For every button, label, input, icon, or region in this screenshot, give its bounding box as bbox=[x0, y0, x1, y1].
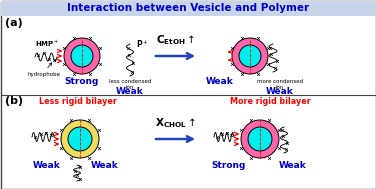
Circle shape bbox=[241, 120, 279, 158]
Text: HMP$^+$: HMP$^+$ bbox=[35, 39, 60, 49]
FancyBboxPatch shape bbox=[0, 1, 376, 16]
Circle shape bbox=[68, 127, 92, 151]
Text: Weak: Weak bbox=[279, 160, 307, 170]
Text: Less rigid bilayer: Less rigid bilayer bbox=[39, 97, 117, 106]
Text: $\mathbf{C_{EtOH}}$$\uparrow$: $\mathbf{C_{EtOH}}$$\uparrow$ bbox=[156, 33, 195, 47]
Text: More rigid bilayer: More rigid bilayer bbox=[230, 97, 310, 106]
Text: (b): (b) bbox=[5, 96, 23, 106]
Circle shape bbox=[239, 45, 261, 67]
Circle shape bbox=[71, 45, 93, 67]
Circle shape bbox=[64, 38, 100, 74]
Text: P$^+$: P$^+$ bbox=[136, 38, 149, 50]
Text: Weak: Weak bbox=[206, 77, 234, 85]
Text: hydrophobe: hydrophobe bbox=[27, 72, 61, 77]
Text: Weak: Weak bbox=[266, 87, 294, 95]
Text: $\mathbf{X_{CHOL}}$$\uparrow$: $\mathbf{X_{CHOL}}$$\uparrow$ bbox=[155, 116, 196, 130]
Text: less condensed
ion: less condensed ion bbox=[109, 79, 151, 90]
Text: Strong: Strong bbox=[212, 160, 246, 170]
Circle shape bbox=[248, 127, 272, 151]
Text: Weak: Weak bbox=[91, 160, 119, 170]
Text: Weak: Weak bbox=[116, 87, 144, 95]
Text: more condensed
ion: more condensed ion bbox=[257, 79, 303, 90]
Text: Interaction between Vesicle and Polymer: Interaction between Vesicle and Polymer bbox=[67, 3, 309, 13]
Text: (a): (a) bbox=[5, 18, 23, 28]
Circle shape bbox=[61, 120, 99, 158]
Text: Weak: Weak bbox=[33, 160, 61, 170]
Circle shape bbox=[232, 38, 268, 74]
Text: Strong: Strong bbox=[65, 77, 99, 85]
